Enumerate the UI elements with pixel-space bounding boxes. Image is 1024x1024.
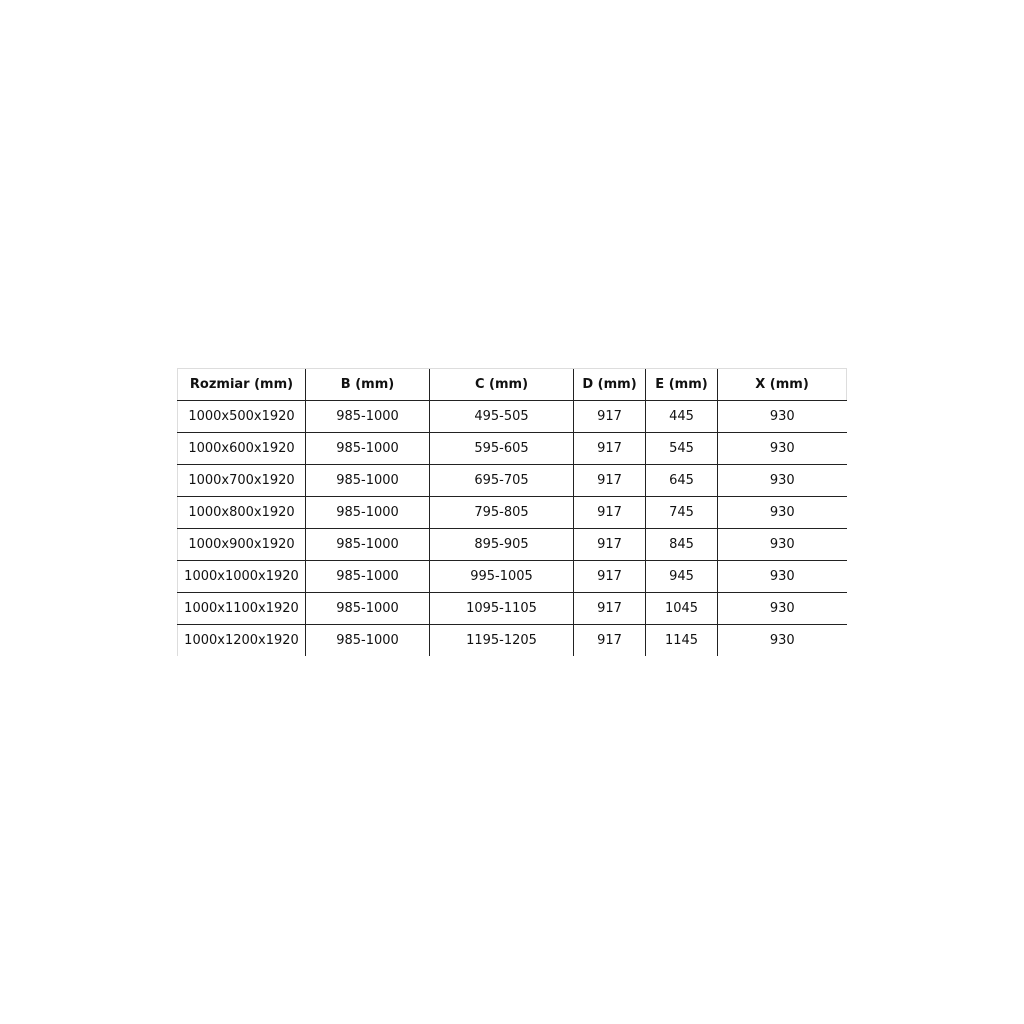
table-cell: 985-1000 xyxy=(305,432,430,465)
header-row: Rozmiar (mm) B (mm) C (mm) D (mm) E (mm) X (m… xyxy=(177,368,847,401)
table-cell: 930 xyxy=(717,528,847,561)
dimensions-table: Rozmiar (mm) B (mm) C (mm) D (mm) E (mm) X (m… xyxy=(177,368,847,656)
table-cell: 645 xyxy=(645,464,718,497)
table-cell: 917 xyxy=(573,464,646,497)
table-cell: 545 xyxy=(645,432,718,465)
table-row: 1000x600x1920 985-1000 595-605 917 545 930 xyxy=(177,432,847,465)
table-cell: 985-1000 xyxy=(305,624,430,656)
table-cell: 930 xyxy=(717,432,847,465)
table-cell: 930 xyxy=(717,400,847,433)
table-cell: 1000x700x1920 xyxy=(177,464,306,497)
table-cell: 595-605 xyxy=(429,432,574,465)
table-cell: 917 xyxy=(573,592,646,625)
table-row: 1000x800x1920 985-1000 795-805 917 745 930 xyxy=(177,496,847,529)
table-cell: 917 xyxy=(573,432,646,465)
table-cell: 985-1000 xyxy=(305,592,430,625)
table-cell: 495-505 xyxy=(429,400,574,433)
column-header: D (mm) xyxy=(573,368,646,401)
table-cell: 945 xyxy=(645,560,718,593)
table-row: 1000x500x1920 985-1000 495-505 917 445 930 xyxy=(177,400,847,433)
table-cell: 745 xyxy=(645,496,718,529)
table-cell: 930 xyxy=(717,560,847,593)
table-cell: 1000x1100x1920 xyxy=(177,592,306,625)
table-cell: 917 xyxy=(573,560,646,593)
table-cell: 445 xyxy=(645,400,718,433)
table-cell: 1000x600x1920 xyxy=(177,432,306,465)
table-row: 1000x1100x1920 985-1000 1095-1105 917 1045 93… xyxy=(177,592,847,625)
table-cell: 917 xyxy=(573,624,646,656)
column-header: E (mm) xyxy=(645,368,718,401)
table-cell: 985-1000 xyxy=(305,560,430,593)
table-cell: 985-1000 xyxy=(305,400,430,433)
table-row: 1000x1200x1920 985-1000 1195-1205 917 1145 93… xyxy=(177,624,847,656)
table-cell: 930 xyxy=(717,464,847,497)
table-cell: 1000x1000x1920 xyxy=(177,560,306,593)
table-cell: 985-1000 xyxy=(305,528,430,561)
table-cell: 1000x900x1920 xyxy=(177,528,306,561)
table-cell: 1000x800x1920 xyxy=(177,496,306,529)
table-cell: 995-1005 xyxy=(429,560,574,593)
table-row: 1000x700x1920 985-1000 695-705 917 645 930 xyxy=(177,464,847,497)
table-cell: 1000x1200x1920 xyxy=(177,624,306,656)
table-cell: 917 xyxy=(573,528,646,561)
table-cell: 895-905 xyxy=(429,528,574,561)
table-cell: 845 xyxy=(645,528,718,561)
table-cell: 795-805 xyxy=(429,496,574,529)
table-cell: 930 xyxy=(717,592,847,625)
column-header: B (mm) xyxy=(305,368,430,401)
table-cell: 985-1000 xyxy=(305,496,430,529)
table-cell: 985-1000 xyxy=(305,464,430,497)
table-cell: 930 xyxy=(717,496,847,529)
table-row: 1000x1000x1920 985-1000 995-1005 917 945 930 xyxy=(177,560,847,593)
table-cell: 1095-1105 xyxy=(429,592,574,625)
column-header: Rozmiar (mm) xyxy=(177,368,306,401)
column-header: C (mm) xyxy=(429,368,574,401)
table-row: 1000x900x1920 985-1000 895-905 917 845 930 xyxy=(177,528,847,561)
table-cell: 695-705 xyxy=(429,464,574,497)
table-cell: 1000x500x1920 xyxy=(177,400,306,433)
table-cell: 1195-1205 xyxy=(429,624,574,656)
column-header: X (mm) xyxy=(717,368,847,401)
table-cell: 1045 xyxy=(645,592,718,625)
table-cell: 1145 xyxy=(645,624,718,656)
table-cell: 917 xyxy=(573,400,646,433)
table-cell: 917 xyxy=(573,496,646,529)
table-cell: 930 xyxy=(717,624,847,656)
